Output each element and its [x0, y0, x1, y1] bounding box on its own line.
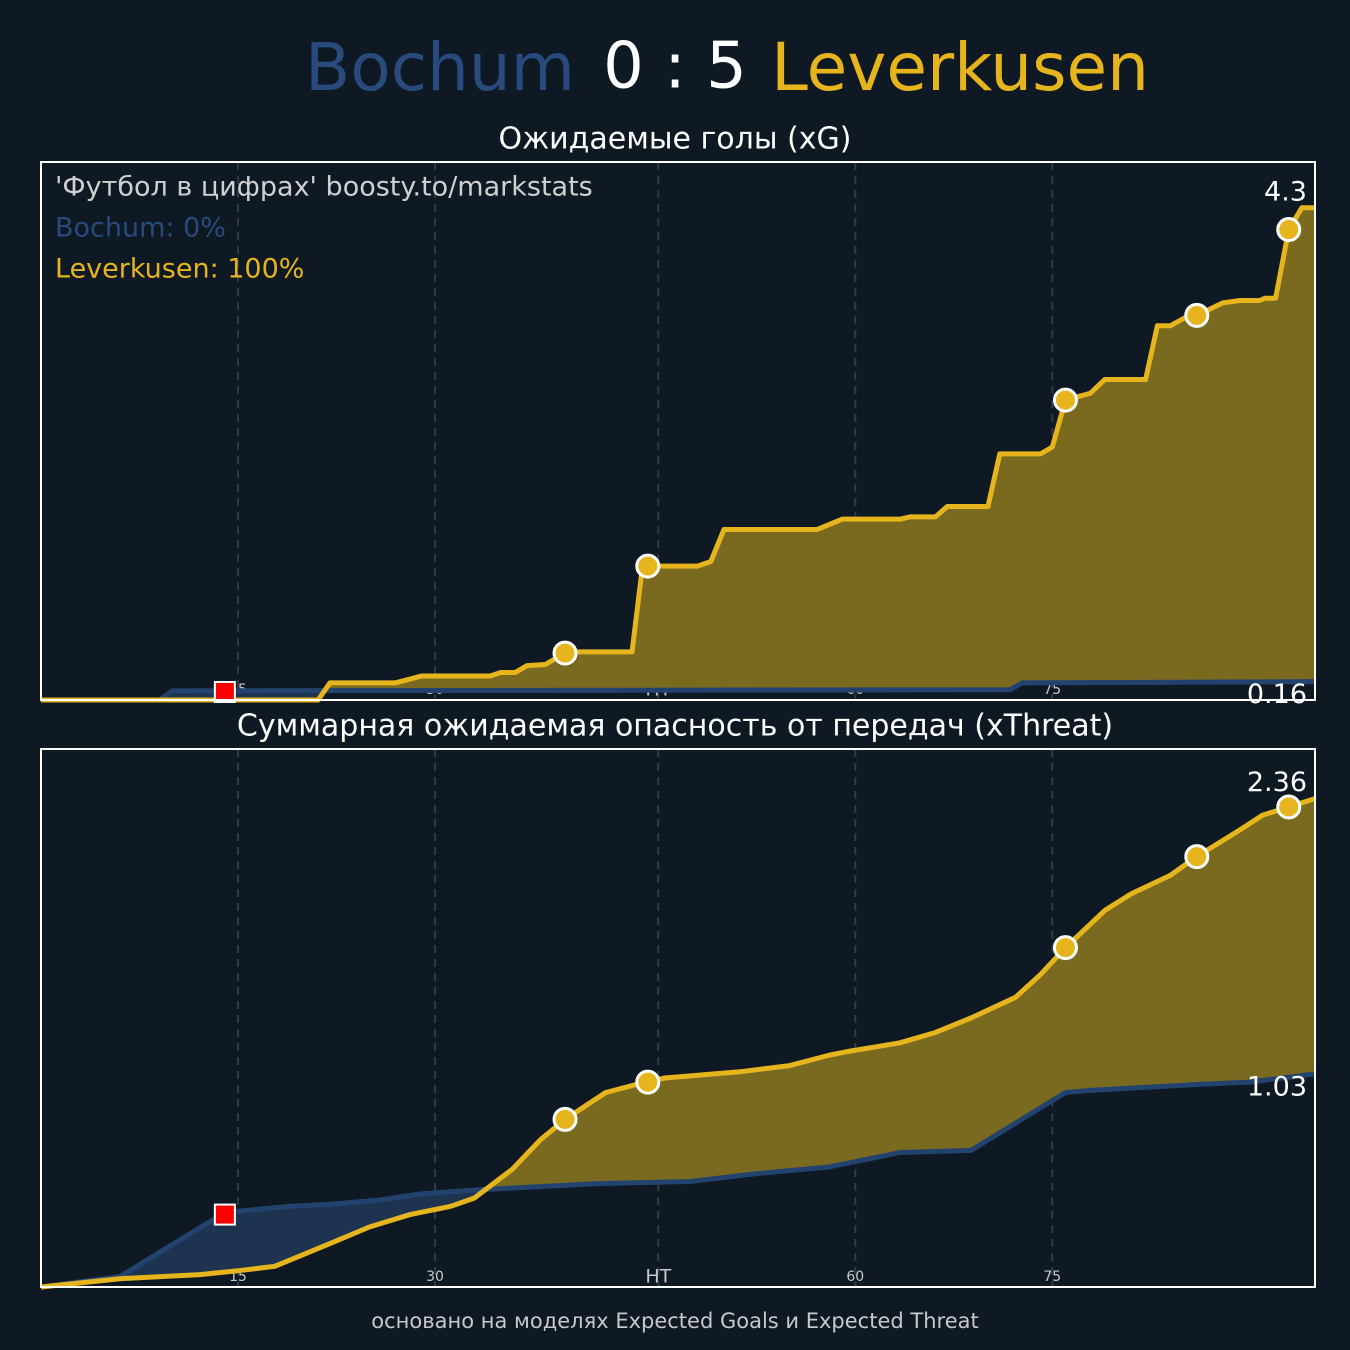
end-value-label: 0.16 [1247, 679, 1307, 710]
annotation: Bochum: 0% [55, 213, 226, 244]
goal-marker [635, 1069, 661, 1095]
goal-marker [552, 1106, 578, 1132]
end-value-label: 1.03 [1247, 1071, 1307, 1102]
annotation: 'Футбол в цифрах' boosty.to/markstats [55, 172, 593, 203]
goal-marker [1052, 387, 1078, 413]
goal-marker [1276, 794, 1302, 820]
footer: основано на моделях Expected Goals и Exp… [371, 1309, 978, 1333]
red-card-marker [213, 680, 236, 703]
red-card-marker [213, 1203, 236, 1226]
line [40, 796, 1316, 1290]
away-team: Leverkusen [771, 29, 1149, 106]
home-team: Bochum [305, 29, 575, 106]
goal-marker [1184, 844, 1210, 870]
goal-marker [1276, 217, 1302, 243]
line [41, 205, 1315, 703]
goal-marker [1184, 302, 1210, 328]
plot-frame [40, 161, 1316, 701]
annotation: Leverkusen: 100% [55, 254, 304, 285]
goal-marker [552, 640, 578, 666]
chart-title: Суммарная ожидаемая опасность от передач… [237, 709, 1113, 744]
plot-frame [40, 748, 1316, 1288]
goal-marker [1052, 935, 1078, 961]
chart-title: Ожидаемые голы (xG) [499, 122, 852, 157]
score: 0 : 5 [603, 30, 747, 104]
end-value-label: 2.36 [1247, 767, 1307, 798]
end-value-label: 4.3 [1264, 176, 1307, 207]
area-fill [41, 162, 1315, 700]
line [40, 1071, 1316, 1290]
area-fill [41, 749, 1315, 1287]
goal-marker [635, 553, 661, 579]
